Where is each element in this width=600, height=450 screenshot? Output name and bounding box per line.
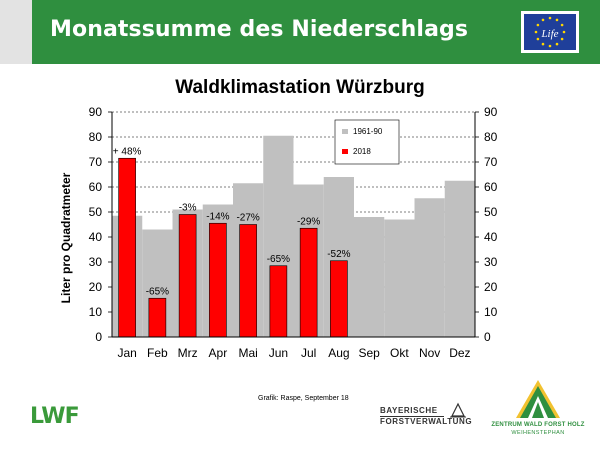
x-tick-label: Jul (301, 346, 316, 360)
chart-title: Waldklimastation Würzburg (175, 77, 425, 98)
y-tick-label-left: 10 (89, 305, 103, 319)
bar-normal (414, 198, 445, 337)
x-tick-label: Apr (209, 346, 228, 360)
zentrum-line1: ZENTRUM WALD FORST HOLZ (491, 422, 585, 428)
data-label: -3% (179, 203, 197, 214)
x-tick-label: Dez (449, 346, 470, 360)
x-tick-label: Mrz (178, 346, 198, 360)
bar-normal (354, 217, 385, 337)
x-tick-label: Mai (238, 346, 257, 360)
zentrum-line2: WEIHENSTEPHAN (511, 430, 565, 436)
bar-2018 (178, 214, 197, 338)
chart-credit: Grafik: Raspe, September 18 (258, 395, 349, 402)
bar-normal (384, 219, 415, 337)
y-axis-label: Liter pro Quadratmeter (59, 172, 73, 303)
eu-star (548, 44, 552, 48)
bar-2018 (239, 224, 257, 338)
bar-normal (444, 180, 475, 337)
y-tick-label-right: 60 (484, 180, 498, 194)
bar-2018 (209, 222, 227, 338)
y-tick-label-right: 80 (484, 130, 498, 144)
y-tick-label-right: 70 (484, 155, 498, 169)
lwf-logo: LWF (30, 403, 80, 432)
eu-life-text: Life (540, 28, 558, 40)
y-tick-label-left: 90 (89, 105, 103, 119)
legend-label: 2018 (353, 147, 371, 156)
bar-2018 (269, 265, 288, 338)
y-tick-label-left: 20 (89, 280, 103, 294)
legend-swatch (342, 129, 348, 134)
eu-star (560, 23, 564, 27)
tree-icon (516, 380, 560, 418)
svg-text:LWF: LWF (30, 404, 79, 427)
y-tick-label-right: 20 (484, 280, 498, 294)
data-label: -65% (267, 254, 290, 265)
eu-star (562, 30, 566, 34)
page-title: Monatssumme des Niederschlags (50, 17, 469, 42)
x-tick-label: Aug (328, 346, 349, 360)
x-tick-label: Sep (358, 346, 380, 360)
legend-box (334, 119, 400, 165)
x-tick-label: Jan (117, 346, 136, 360)
zentrum-wald-forst-holz-logo: ZENTRUM WALD FORST HOLZ WEIHENSTEPHAN (478, 378, 598, 436)
precipitation-chart: 0 0 10 10 20 20 30 30 40 40 50 50 60 60 70 70 80 80 90 90 Ja… (59, 105, 498, 360)
eu-star (541, 18, 545, 22)
eu-star (536, 37, 540, 41)
y-tick-label-left: 80 (89, 130, 103, 144)
data-label: + 48% (113, 146, 142, 157)
eu-star (534, 30, 538, 34)
eu-star (555, 42, 559, 46)
eu-star (548, 16, 552, 20)
bayerische-divider (380, 416, 444, 417)
y-tick-label-left: 0 (95, 330, 102, 344)
bayerische-line1: BAYERISCHE (380, 406, 438, 415)
x-tick-label: Jun (269, 346, 288, 360)
y-tick-label-left: 60 (89, 180, 103, 194)
y-tick-label-left: 40 (89, 230, 103, 244)
y-tick-label-right: 90 (484, 105, 498, 119)
data-label: -14% (206, 211, 229, 222)
eu-star (555, 18, 559, 22)
y-tick-label-left: 70 (89, 155, 103, 169)
eagle-icon (450, 402, 466, 418)
bar-2018 (148, 297, 167, 338)
y-tick-label-right: 10 (484, 305, 498, 319)
bayerische-line2: FORSTVERWALTUNG (380, 417, 473, 426)
y-tick-label-right: 30 (484, 255, 498, 269)
x-tick-label: Feb (147, 346, 168, 360)
eu-star (536, 23, 540, 27)
y-tick-label-left: 30 (89, 255, 103, 269)
y-tick-label-right: 40 (484, 230, 498, 244)
left-gray-strip (0, 0, 32, 64)
data-label: -65% (146, 286, 169, 297)
y-tick-label-right: 50 (484, 205, 498, 219)
legend-swatch (342, 149, 348, 154)
data-label: -29% (297, 216, 320, 227)
x-tick-label: Okt (390, 346, 409, 360)
eu-star (541, 42, 545, 46)
bar-2018 (330, 260, 348, 338)
data-label: -27% (236, 213, 259, 224)
legend-label: 1961-90 (353, 127, 383, 136)
data-label: -52% (327, 249, 350, 260)
header-bar: Monatssumme des Niederschlags Life (32, 0, 600, 64)
bar-2018 (118, 157, 136, 338)
bayerische-forstverwaltung-logo: BAYERISCHE FORSTVERWALTUNG (380, 402, 473, 427)
x-tick-label: Nov (419, 346, 440, 360)
eu-life-logo: Life (521, 11, 579, 53)
y-tick-label-right: 0 (484, 330, 491, 344)
bar-2018 (299, 227, 318, 338)
eu-star (560, 37, 564, 41)
y-tick-label-left: 50 (89, 205, 103, 219)
